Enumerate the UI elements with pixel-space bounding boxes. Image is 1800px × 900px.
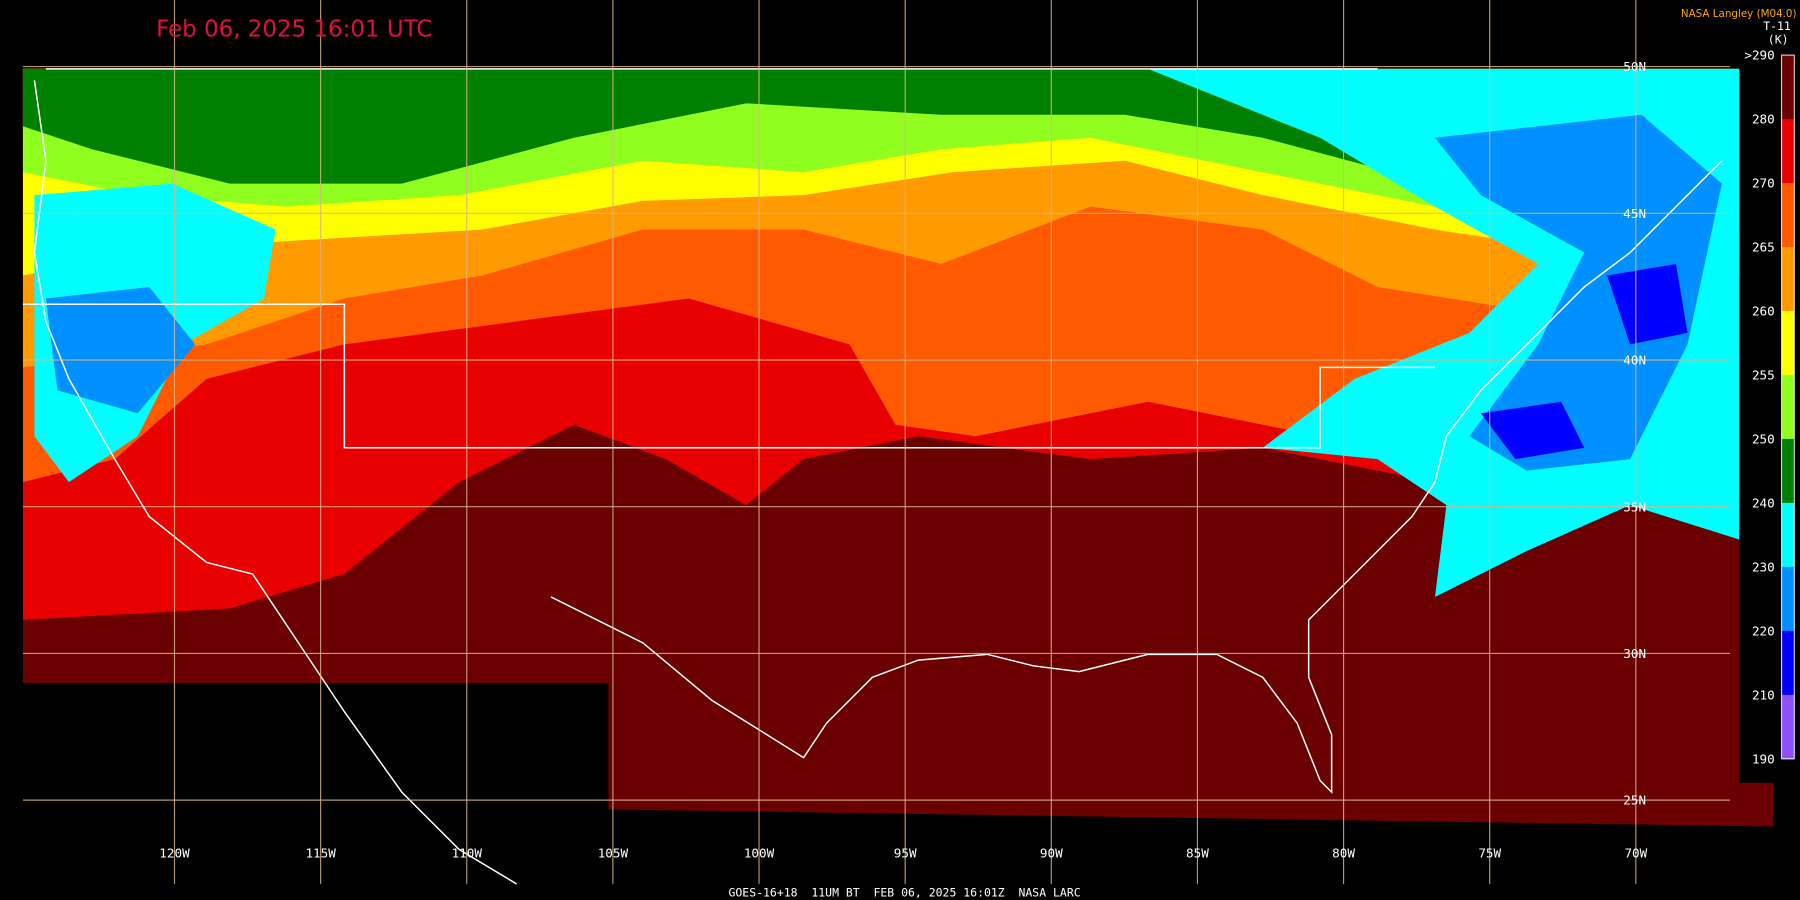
colorbar-segment bbox=[1781, 55, 1795, 120]
product: T-11 bbox=[1763, 19, 1791, 33]
colorbar-label: 240 bbox=[1752, 496, 1775, 511]
colorbar-label: 255 bbox=[1752, 368, 1775, 383]
title: Feb 06, 2025 16:01 UTC bbox=[156, 17, 432, 43]
latitude-label: 45N bbox=[1623, 206, 1646, 221]
colorbar-label: 270 bbox=[1752, 176, 1775, 191]
graticule bbox=[22, 0, 1730, 884]
longitude-label: 80W bbox=[1332, 846, 1355, 861]
colorbar-segment bbox=[1781, 247, 1795, 312]
longitude-label: 115W bbox=[305, 846, 336, 861]
longitude-label: 100W bbox=[744, 846, 775, 861]
colorbar-frame bbox=[1781, 54, 1795, 760]
longitude-label: 105W bbox=[598, 846, 629, 861]
latitude-label: 35N bbox=[1623, 499, 1646, 514]
colorbar-segment bbox=[1781, 183, 1795, 248]
colorbar-label: 190 bbox=[1752, 751, 1775, 766]
colorbar-label: 220 bbox=[1752, 623, 1775, 638]
colorbar: >290 280 270 265 260 255 250 240 230 220 210 190 bbox=[1744, 48, 1795, 766]
colorbar-label: 250 bbox=[1752, 432, 1775, 447]
source: NASA Langley (M04.0) bbox=[1681, 8, 1797, 20]
colorbar-label: 280 bbox=[1752, 112, 1775, 127]
colorbar-segment bbox=[1781, 119, 1795, 184]
colorbar-label: 260 bbox=[1752, 304, 1775, 319]
colorbar-segment bbox=[1781, 694, 1795, 760]
latitude-label: 25N bbox=[1623, 793, 1646, 808]
colorbar-label: 230 bbox=[1752, 559, 1775, 574]
latitude-label: 30N bbox=[1623, 646, 1646, 661]
longitude-label: 70W bbox=[1624, 846, 1647, 861]
longitude-label: 95W bbox=[894, 846, 917, 861]
coastline-south-east bbox=[550, 160, 1723, 794]
colorbar-segment bbox=[1781, 566, 1795, 632]
unit: (K) bbox=[1768, 33, 1789, 47]
latitude-label: 40N bbox=[1623, 353, 1646, 368]
colorbar-segment bbox=[1781, 502, 1795, 568]
colorbar-label: >290 bbox=[1744, 48, 1774, 63]
region-blue-west bbox=[45, 286, 196, 414]
labels: 120W 115W 110W 105W 100W 95W 90W 85W 80W 75W 70W 50… bbox=[159, 59, 1647, 860]
longitude-label: 85W bbox=[1186, 846, 1209, 861]
longitude-label: 110W bbox=[452, 846, 483, 861]
border-line bbox=[22, 303, 1435, 449]
region-darkblue bbox=[1607, 264, 1688, 345]
latitude-label: 50N bbox=[1623, 59, 1646, 74]
longitude-label: 120W bbox=[159, 846, 190, 861]
coastline-west bbox=[33, 80, 517, 885]
region-darkblue-2 bbox=[1480, 401, 1585, 460]
outlines bbox=[22, 68, 1723, 885]
longitude-label: 75W bbox=[1478, 846, 1501, 861]
footer: GOES-16+18 11UM BT FEB 06, 2025 16:01Z N… bbox=[729, 886, 1081, 900]
colorbar-segment bbox=[1781, 438, 1795, 504]
colorbar-label: 210 bbox=[1752, 687, 1775, 702]
colorbar-segment bbox=[1781, 310, 1795, 376]
longitude-label: 90W bbox=[1040, 846, 1063, 861]
colorbar-segment bbox=[1781, 630, 1795, 696]
colorbar-label: 265 bbox=[1752, 240, 1775, 255]
colorbar-segment bbox=[1781, 374, 1795, 440]
